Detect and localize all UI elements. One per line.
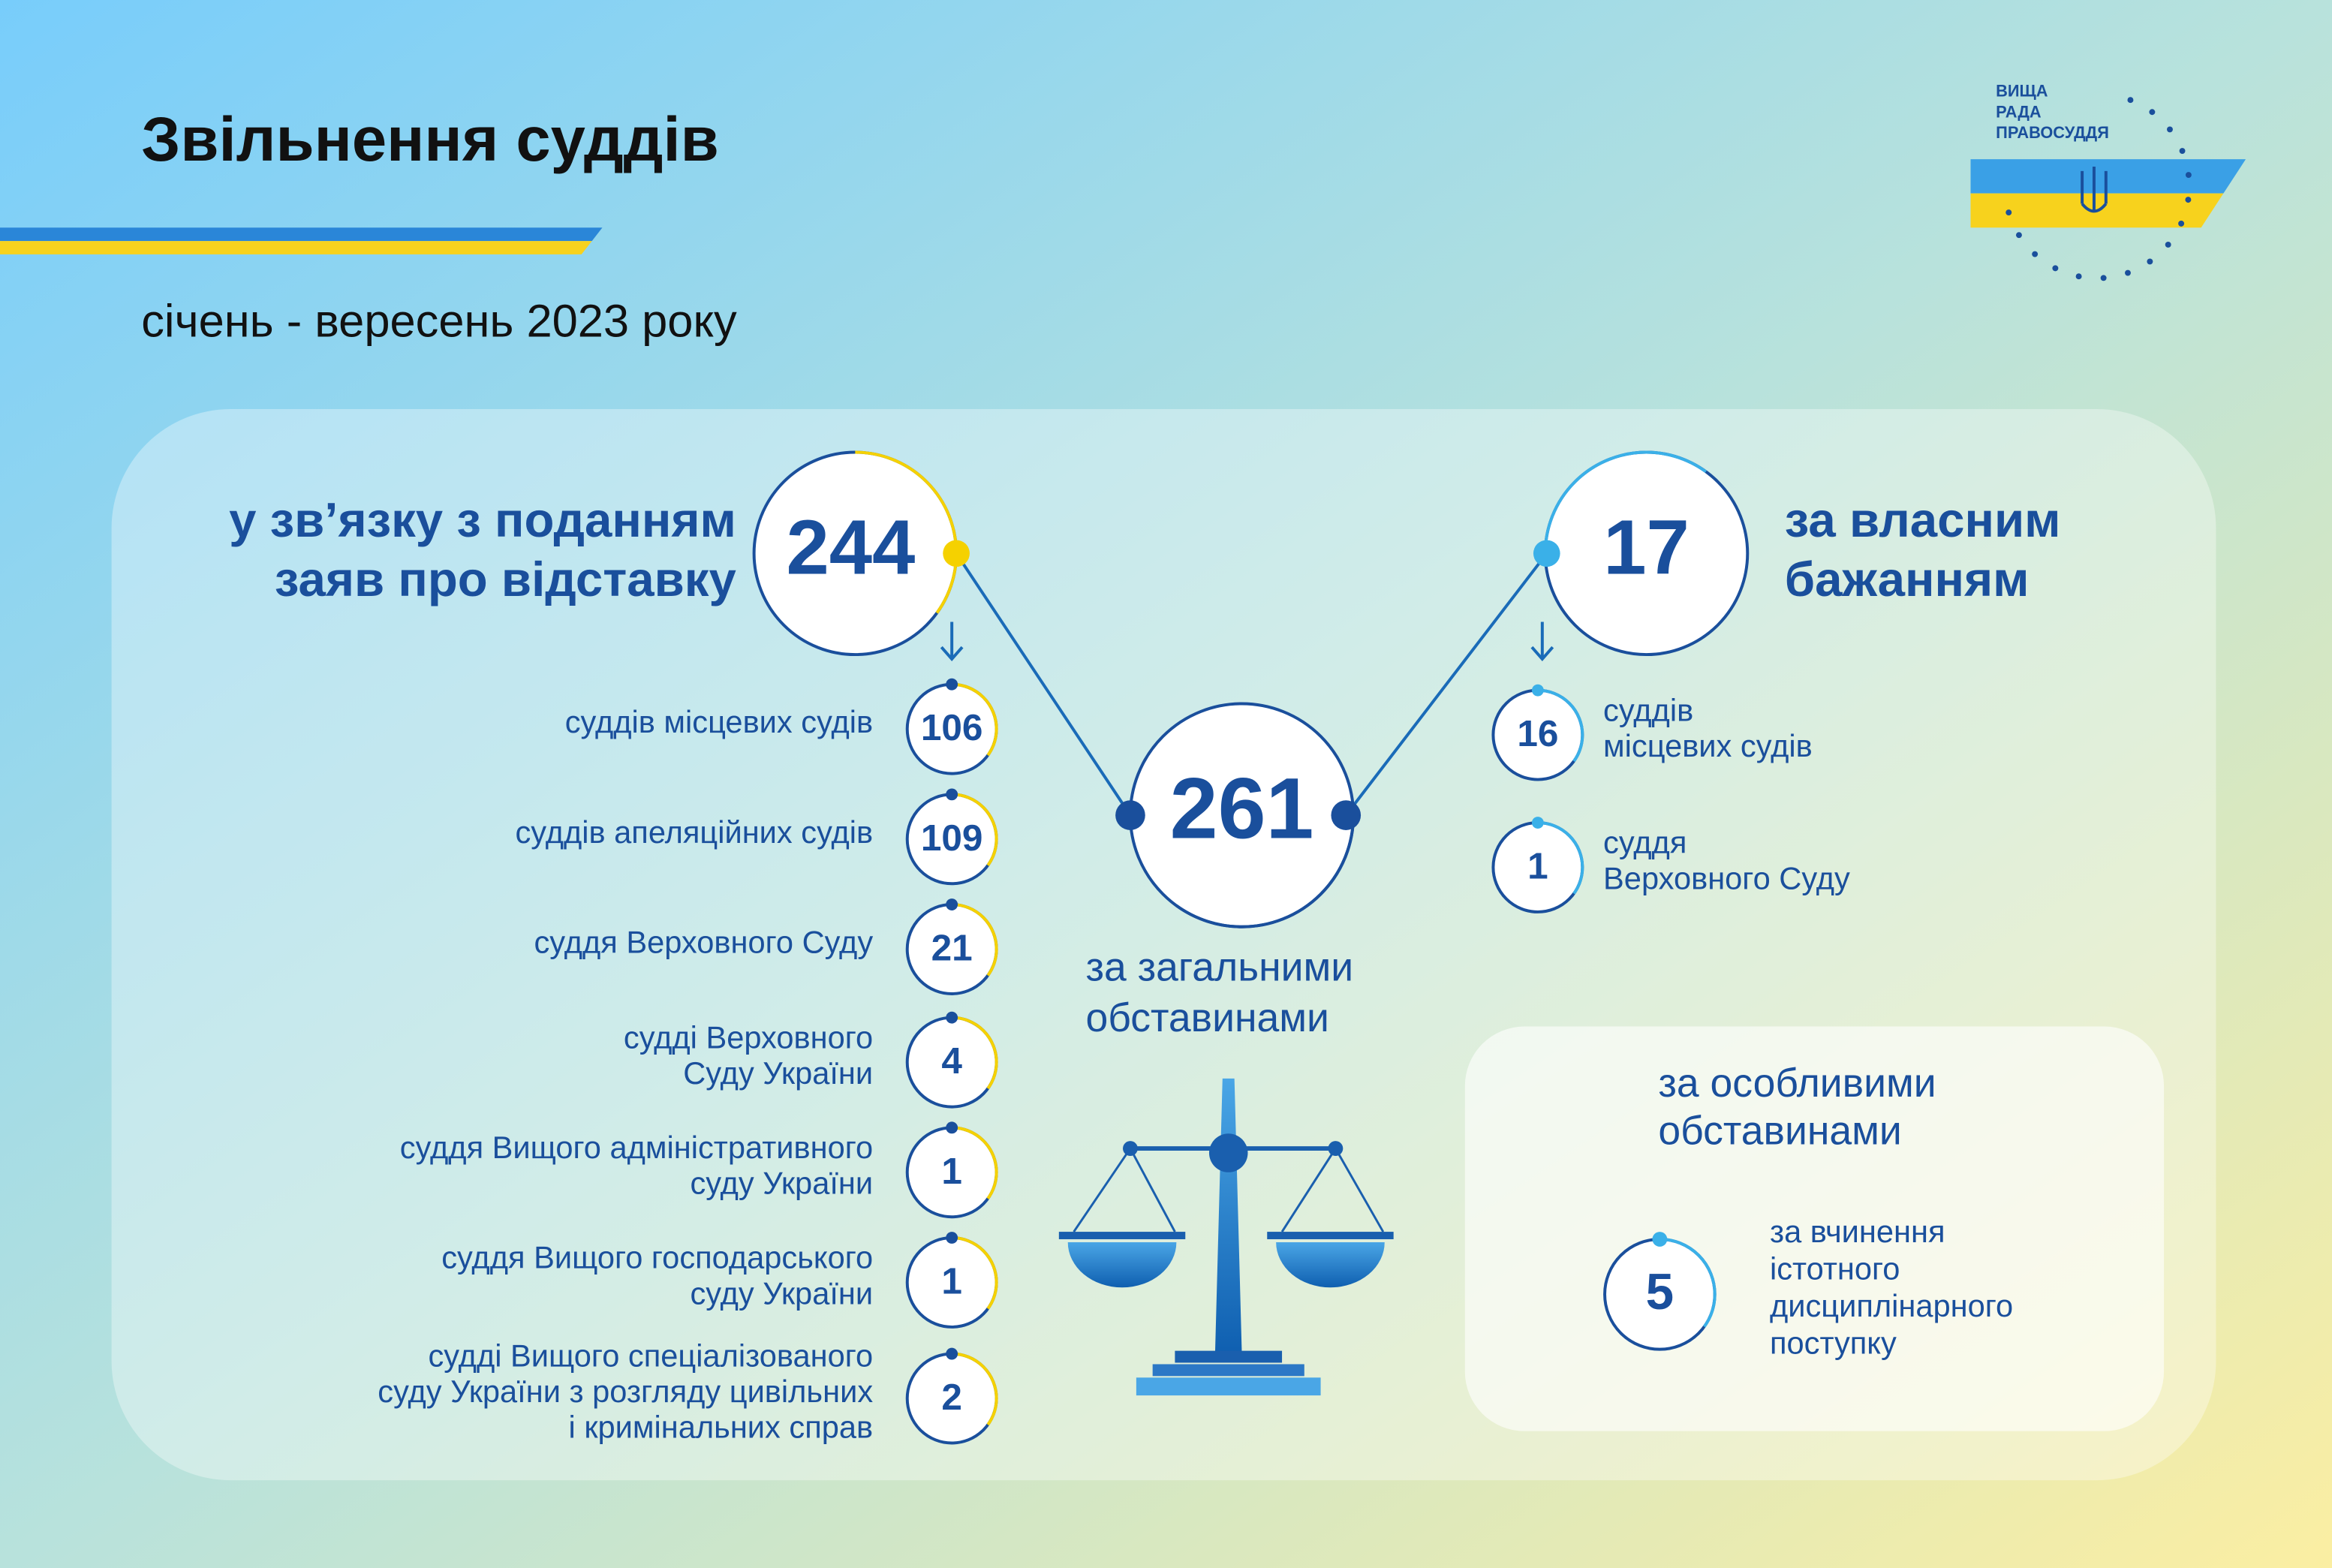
label: обставинами bbox=[1085, 996, 1328, 1040]
label: за власним bbox=[1785, 492, 2061, 547]
dot bbox=[1652, 1232, 1668, 1247]
label: Верховного Суду bbox=[1603, 860, 1850, 895]
label: за загальними bbox=[1085, 945, 1353, 989]
stripe-blue bbox=[0, 227, 603, 242]
dot bbox=[946, 1347, 958, 1360]
subtitle: січень - вересень 2023 року bbox=[141, 295, 737, 347]
title: Звільнення суддів bbox=[141, 104, 719, 174]
label: суду України з розгляду цивільних bbox=[378, 1374, 873, 1409]
value: 106 bbox=[921, 707, 983, 748]
star bbox=[2167, 126, 2173, 133]
label: судді Верховного bbox=[624, 1019, 873, 1055]
label: за особливими bbox=[1658, 1061, 1936, 1106]
dot bbox=[1531, 817, 1544, 829]
dot bbox=[946, 788, 958, 801]
value: 2 bbox=[941, 1377, 962, 1418]
label: суддів місцевих судів bbox=[565, 704, 873, 739]
arrow bbox=[940, 621, 964, 662]
value: 4 bbox=[941, 1040, 962, 1082]
star bbox=[2075, 273, 2082, 280]
dot bbox=[1331, 800, 1362, 830]
value: 1 bbox=[1527, 846, 1548, 887]
total: 261 bbox=[1170, 760, 1314, 856]
dot bbox=[1531, 684, 1544, 697]
connector bbox=[1344, 552, 1548, 817]
label: Суду України bbox=[683, 1055, 873, 1091]
star bbox=[2125, 269, 2131, 276]
label: суду України bbox=[690, 1275, 873, 1311]
value: 1 bbox=[941, 1261, 962, 1302]
star bbox=[2179, 148, 2186, 154]
value: 16 bbox=[1517, 713, 1558, 754]
label: у зв’язку з поданням bbox=[229, 492, 736, 547]
logo-text: ПРАВОСУДДЯ bbox=[1996, 123, 2109, 142]
dot bbox=[1533, 540, 1560, 567]
star bbox=[2006, 209, 2012, 216]
dot bbox=[946, 898, 958, 910]
label: суддя bbox=[1603, 825, 1687, 860]
dot bbox=[946, 1121, 958, 1134]
value: 21 bbox=[931, 928, 973, 969]
label: заяв про відставку bbox=[275, 552, 736, 606]
dot bbox=[946, 1011, 958, 1024]
label: дисциплінарного bbox=[1770, 1288, 2013, 1323]
stripe-yellow bbox=[0, 241, 592, 254]
label: суддя Вищого господарського bbox=[441, 1240, 873, 1275]
logo-flag-blue bbox=[1970, 159, 2246, 194]
dot bbox=[943, 540, 970, 567]
arrow bbox=[1530, 621, 1554, 662]
label: і кримінальних справ bbox=[569, 1410, 874, 1445]
label: суду України bbox=[690, 1166, 873, 1201]
star bbox=[2149, 109, 2156, 116]
connector bbox=[955, 552, 1132, 817]
logo-text: РАДА bbox=[1996, 102, 2042, 121]
total: 17 bbox=[1603, 504, 1690, 591]
label: бажанням bbox=[1785, 552, 2030, 606]
label: суддів апеляційних судів bbox=[515, 814, 873, 850]
star bbox=[2100, 275, 2107, 281]
star bbox=[2185, 197, 2192, 203]
star bbox=[2165, 242, 2171, 248]
label: обставинами bbox=[1658, 1109, 1901, 1153]
star bbox=[2127, 97, 2134, 104]
star bbox=[2052, 265, 2059, 272]
label: суддя Верховного Суду bbox=[534, 925, 874, 960]
star bbox=[2147, 258, 2153, 265]
logo-text: ВИЩА bbox=[1996, 82, 2048, 101]
star bbox=[2032, 251, 2039, 257]
scales-icon bbox=[1058, 1078, 1394, 1396]
star bbox=[2178, 220, 2185, 227]
value: 5 bbox=[1646, 1264, 1674, 1320]
star bbox=[2015, 232, 2022, 239]
dot bbox=[1115, 800, 1145, 830]
label: суддя Вищого адміністративного bbox=[400, 1130, 873, 1165]
label: за вчинення bbox=[1770, 1214, 1945, 1249]
label: істотного bbox=[1770, 1251, 1900, 1287]
label: місцевих судів bbox=[1603, 728, 1813, 763]
label: поступку bbox=[1770, 1326, 1897, 1361]
value: 1 bbox=[941, 1151, 962, 1192]
label: судді Вищого спеціалізованого bbox=[428, 1338, 873, 1374]
dot bbox=[946, 678, 958, 691]
logo-trident bbox=[2081, 166, 2108, 213]
label: суддів bbox=[1603, 692, 1693, 727]
star bbox=[2185, 172, 2192, 179]
value: 109 bbox=[921, 817, 983, 859]
logo-stars bbox=[2006, 97, 2192, 281]
total: 244 bbox=[786, 504, 915, 591]
dot bbox=[946, 1232, 958, 1244]
